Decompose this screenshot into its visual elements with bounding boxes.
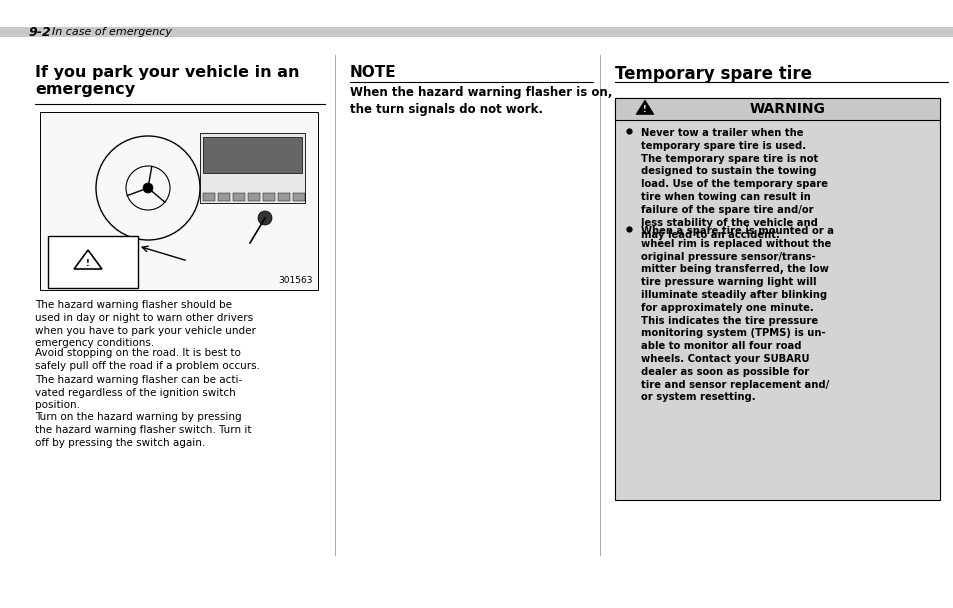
Text: !: ! — [86, 258, 90, 268]
Circle shape — [257, 211, 272, 225]
FancyBboxPatch shape — [0, 27, 953, 37]
FancyBboxPatch shape — [615, 98, 939, 500]
FancyBboxPatch shape — [233, 193, 245, 201]
Text: In case of emergency: In case of emergency — [52, 27, 172, 37]
Text: Turn on the hazard warning by pressing
the hazard warning flasher switch. Turn i: Turn on the hazard warning by pressing t… — [35, 412, 252, 448]
Text: emergency: emergency — [35, 82, 135, 97]
Text: !: ! — [642, 105, 646, 114]
FancyBboxPatch shape — [48, 236, 138, 288]
FancyBboxPatch shape — [203, 193, 214, 201]
FancyBboxPatch shape — [203, 137, 302, 173]
Text: Temporary spare tire: Temporary spare tire — [615, 65, 811, 83]
Text: WARNING: WARNING — [749, 102, 824, 116]
Text: 9-2: 9-2 — [28, 26, 51, 38]
FancyBboxPatch shape — [248, 193, 260, 201]
FancyBboxPatch shape — [218, 193, 230, 201]
Text: If you park your vehicle in an: If you park your vehicle in an — [35, 65, 299, 80]
Circle shape — [143, 183, 152, 193]
Text: The hazard warning flasher should be
used in day or night to warn other drivers
: The hazard warning flasher should be use… — [35, 300, 255, 348]
FancyBboxPatch shape — [277, 193, 290, 201]
FancyBboxPatch shape — [200, 133, 305, 203]
FancyBboxPatch shape — [40, 112, 317, 290]
Text: Avoid stopping on the road. It is best to
safely pull off the road if a problem : Avoid stopping on the road. It is best t… — [35, 348, 260, 371]
Polygon shape — [74, 250, 102, 269]
Text: NOTE: NOTE — [350, 65, 396, 80]
FancyBboxPatch shape — [615, 98, 939, 120]
Text: When a spare tire is mounted or a
wheel rim is replaced without the
original pre: When a spare tire is mounted or a wheel … — [640, 226, 833, 402]
Text: Never tow a trailer when the
temporary spare tire is used.
The temporary spare t: Never tow a trailer when the temporary s… — [640, 128, 827, 240]
Text: When the hazard warning flasher is on,
the turn signals do not work.: When the hazard warning flasher is on, t… — [350, 86, 612, 116]
FancyBboxPatch shape — [293, 193, 305, 201]
Text: The hazard warning flasher can be acti-
vated regardless of the ignition switch
: The hazard warning flasher can be acti- … — [35, 375, 242, 410]
FancyBboxPatch shape — [263, 193, 274, 201]
Polygon shape — [636, 100, 654, 114]
Text: 301563: 301563 — [278, 276, 313, 285]
